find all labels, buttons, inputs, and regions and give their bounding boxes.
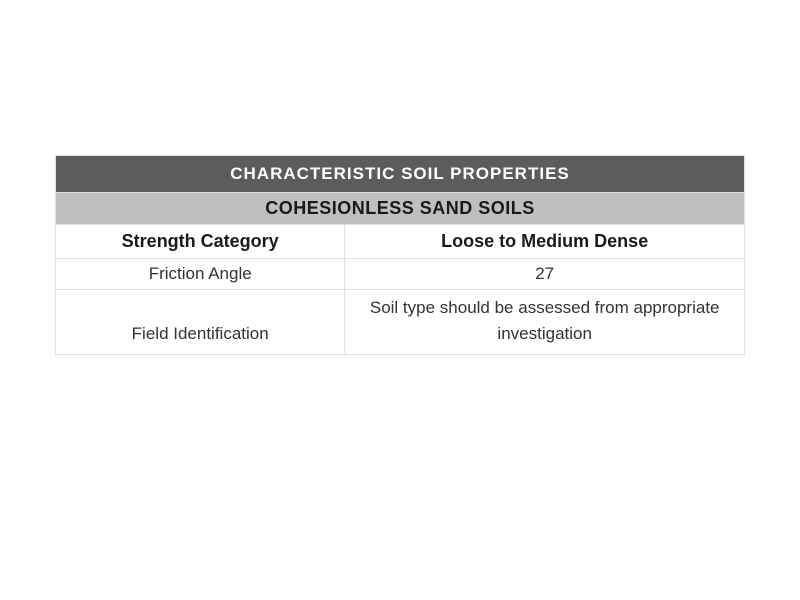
table-title-row: CHARACTERISTIC SOIL PROPERTIES bbox=[56, 156, 745, 193]
row-label: Friction Angle bbox=[56, 259, 345, 290]
row-value: 27 bbox=[345, 259, 745, 290]
table-row: Friction Angle 27 bbox=[56, 259, 745, 290]
table-row: Field Identification Soil type should be… bbox=[56, 290, 745, 355]
table: CHARACTERISTIC SOIL PROPERTIES COHESIONL… bbox=[55, 155, 745, 355]
row-label: Field Identification bbox=[56, 290, 345, 355]
column-header-left: Strength Category bbox=[56, 225, 345, 259]
column-header-row: Strength Category Loose to Medium Dense bbox=[56, 225, 745, 259]
table-title: CHARACTERISTIC SOIL PROPERTIES bbox=[56, 156, 745, 193]
table-subtitle: COHESIONLESS SAND SOILS bbox=[56, 193, 745, 225]
table-subtitle-row: COHESIONLESS SAND SOILS bbox=[56, 193, 745, 225]
row-value: Soil type should be assessed from approp… bbox=[345, 290, 745, 355]
column-header-right: Loose to Medium Dense bbox=[345, 225, 745, 259]
soil-properties-table: CHARACTERISTIC SOIL PROPERTIES COHESIONL… bbox=[55, 155, 745, 355]
